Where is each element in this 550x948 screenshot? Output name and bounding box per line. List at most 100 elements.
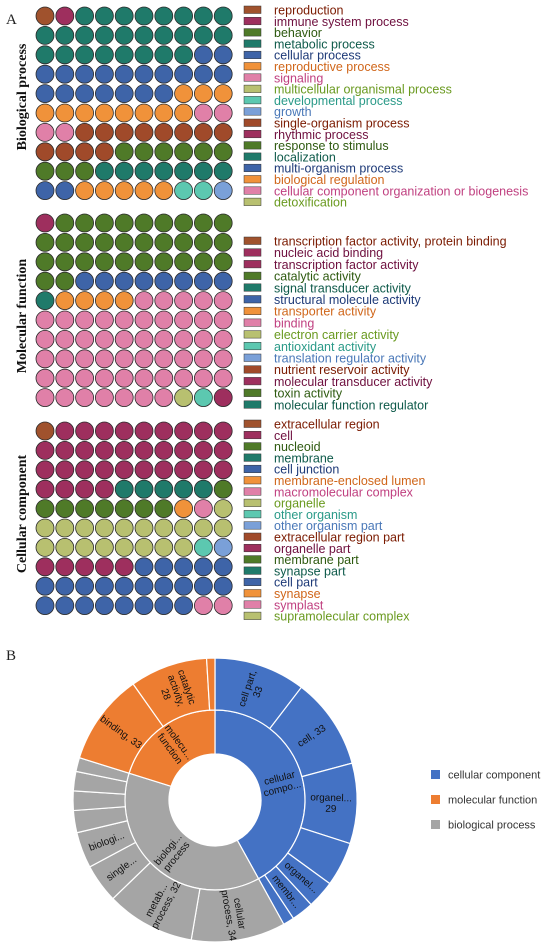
- legend-swatch: [243, 353, 262, 362]
- waffle-cell: [55, 252, 75, 272]
- waffle-cell: [174, 557, 194, 577]
- waffle-cell: [75, 479, 94, 499]
- legend-label: transcription factor activity: [274, 258, 419, 272]
- waffle-cell: [213, 181, 233, 201]
- waffle-cell: [95, 213, 114, 233]
- waffle-cell: [35, 252, 55, 272]
- waffle-cell: [114, 329, 134, 349]
- waffle-cell: [55, 440, 75, 460]
- waffle-cell: [193, 388, 213, 408]
- waffle-cell: [95, 6, 114, 26]
- sunburst-legend-swatch: [431, 770, 440, 779]
- legend-label: nucleic acid binding: [274, 246, 383, 260]
- waffle-cell: [174, 103, 194, 123]
- waffle-cell: [213, 596, 233, 615]
- legend-swatch: [243, 141, 262, 150]
- legend-swatch: [243, 365, 262, 374]
- legend-swatch: [243, 130, 262, 139]
- waffle-cell: [55, 349, 75, 369]
- waffle-cell: [95, 84, 114, 103]
- waffle-cell: [213, 122, 233, 142]
- waffle-cell: [193, 45, 213, 65]
- waffle-cell: [35, 213, 55, 233]
- waffle-cell: [75, 499, 94, 519]
- waffle-cell: [114, 460, 134, 480]
- legend-label: transcription factor activity, protein b…: [274, 235, 507, 249]
- waffle-cell: [55, 596, 75, 615]
- waffle-cell: [193, 64, 213, 84]
- legend-label: membrane-enclosed lumen: [274, 474, 426, 488]
- waffle-cell: [75, 161, 94, 181]
- waffle-cell: [174, 310, 194, 330]
- waffle-cell: [134, 291, 154, 311]
- waffle-cell: [174, 84, 194, 103]
- waffle-cell: [95, 388, 114, 408]
- waffle-cell: [35, 232, 55, 252]
- waffle-cell: [154, 518, 174, 538]
- waffle-cell: [174, 213, 194, 233]
- legend-label: antioxidant activity: [274, 340, 377, 354]
- waffle-cell: [213, 388, 233, 408]
- legend-swatch: [243, 532, 262, 541]
- waffle-cell: [213, 349, 233, 369]
- waffle-cell: [95, 518, 114, 538]
- sunburst-legend-label: biological process: [448, 820, 536, 832]
- waffle-cell: [75, 271, 94, 291]
- waffle-cell: [154, 84, 174, 103]
- waffle-cell: [35, 64, 55, 84]
- waffle-cell: [95, 576, 114, 596]
- waffle-cell: [55, 6, 75, 26]
- legend-label: macromolecular complex: [274, 485, 414, 499]
- waffle-cell: [35, 349, 55, 369]
- legend-label: response to stimulus: [274, 139, 389, 153]
- waffle-cell: [114, 576, 134, 596]
- legend-swatch: [243, 600, 262, 609]
- sunburst-segment: [205, 657, 216, 711]
- legend-swatch: [243, 566, 262, 575]
- waffle-cell: [154, 479, 174, 499]
- waffle-cell: [114, 349, 134, 369]
- waffle-cell: [134, 84, 154, 103]
- waffle-cell: [95, 161, 114, 181]
- waffle-cell: [193, 421, 213, 441]
- waffle-cell: [154, 142, 174, 162]
- legend-label: single-organism process: [274, 117, 409, 131]
- waffle-cell: [55, 103, 75, 123]
- legend-label: cellular process: [274, 49, 361, 63]
- waffle-cell: [134, 213, 154, 233]
- waffle-cell: [174, 329, 194, 349]
- legend-swatch: [243, 236, 262, 245]
- waffle-cell: [55, 479, 75, 499]
- waffle-cell: [134, 329, 154, 349]
- legend-swatch: [243, 295, 262, 304]
- waffle-cell: [154, 291, 174, 311]
- legend-swatch: [243, 521, 262, 530]
- waffle-cell: [174, 479, 194, 499]
- waffle-cell: [213, 64, 233, 84]
- legend-swatch: [243, 50, 262, 59]
- waffle-cell: [134, 45, 154, 65]
- waffle-cell: [193, 557, 213, 577]
- waffle-cell: [95, 64, 114, 84]
- waffle-cell: [114, 499, 134, 519]
- legend-label: developmental process: [274, 94, 403, 108]
- waffle-cell: [55, 232, 75, 252]
- waffle-cell: [75, 142, 94, 162]
- legend-swatch: [243, 283, 262, 292]
- section-titles: Biological process Molecular function Cell…: [15, 43, 30, 573]
- waffle-panel: [35, 6, 233, 615]
- waffle-cell: [213, 161, 233, 181]
- waffle-cell: [193, 181, 213, 201]
- waffle-cell: [174, 64, 194, 84]
- waffle-cell: [35, 122, 55, 142]
- waffle-cell: [95, 329, 114, 349]
- legend-label: transporter activity: [274, 305, 377, 319]
- legend-label: synapse part: [274, 564, 346, 578]
- waffle-cell: [55, 310, 75, 330]
- waffle-cell: [55, 538, 75, 557]
- legend-label: electron carrier activity: [274, 328, 400, 342]
- waffle-cell: [55, 45, 75, 65]
- waffle-cell: [154, 596, 174, 615]
- sunburst-legend-swatch: [431, 795, 440, 804]
- waffle-cell: [134, 460, 154, 480]
